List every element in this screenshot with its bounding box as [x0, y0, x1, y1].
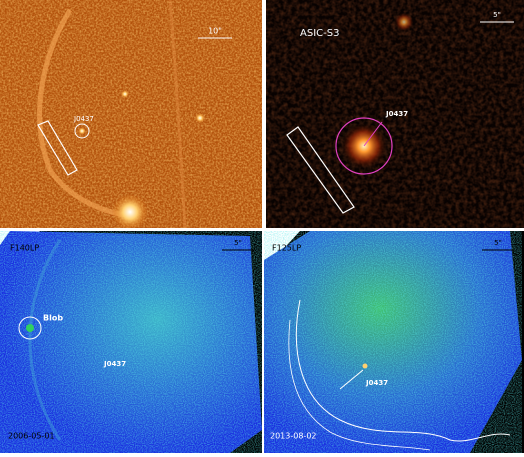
scale-bar-label: 5"	[493, 11, 501, 19]
blob-label: Blob	[43, 314, 63, 323]
scale-bar-label: 5"	[494, 239, 502, 247]
date-label: 2006-05-01	[8, 432, 55, 441]
filter-label: F125LP	[272, 244, 301, 253]
source-label: J0437	[365, 379, 388, 387]
scale-bar-label: 10"	[208, 27, 222, 36]
detector-label: ASIC-S3	[300, 28, 339, 39]
panel-f140lp: 5" F140LP Blob J0437 2006-05-01	[0, 231, 262, 453]
source-label: J0437	[385, 110, 408, 118]
scale-bar-label: 5"	[234, 239, 242, 247]
panel-f125lp: 5" F125LP J0437 2013-08-02	[264, 231, 524, 453]
filter-label: F140LP	[10, 244, 39, 253]
source-label: J0437	[73, 115, 94, 123]
panel-optical: 10" J0437	[0, 0, 262, 228]
panel-xray: 5" ASIC-S3 J0437	[266, 0, 524, 228]
source-label: J0437	[103, 360, 126, 368]
date-label: 2013-08-02	[270, 432, 317, 441]
